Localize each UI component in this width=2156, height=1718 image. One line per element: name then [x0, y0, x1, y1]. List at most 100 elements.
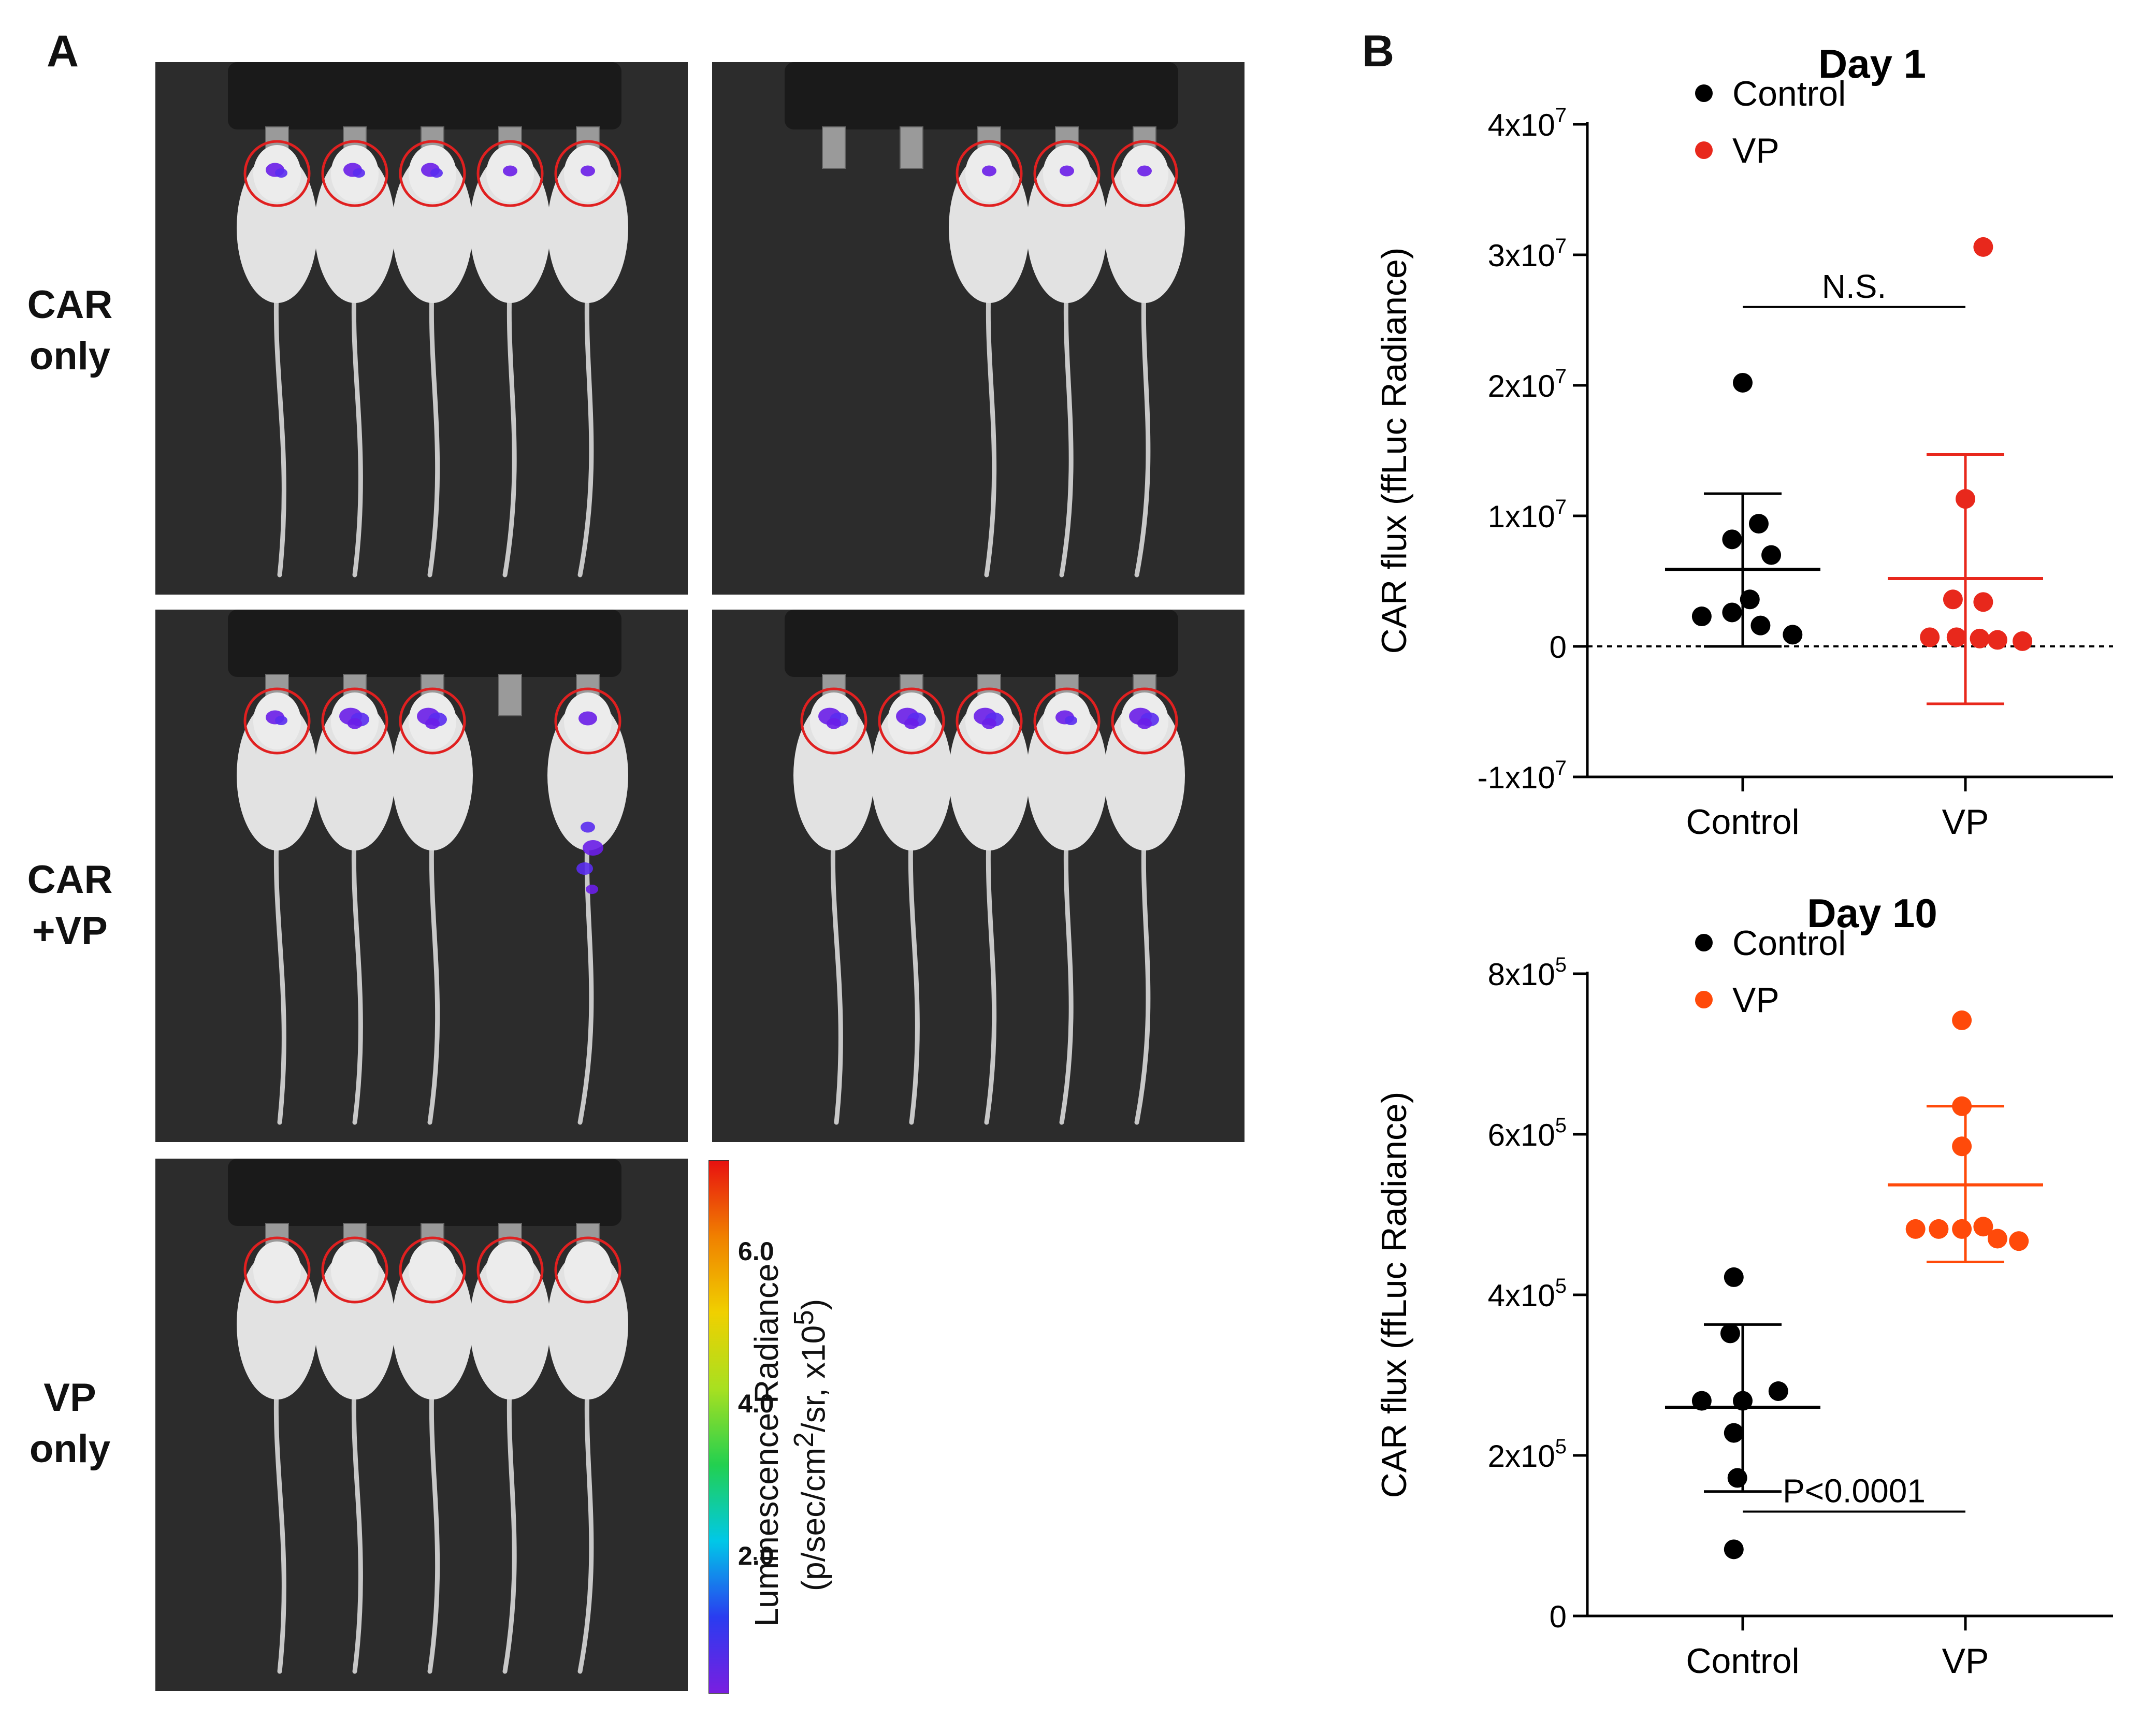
legend-label: VP	[1732, 980, 1779, 1020]
y-tick-label: 1x107	[1488, 496, 1567, 534]
day10-scatter-chart: Day 10 CAR flux (ffLuc Radiance) 8x105 6x10…	[1374, 890, 2113, 1681]
mouse-head	[486, 1241, 534, 1298]
mouse-tail	[577, 277, 594, 578]
mouse-tail	[577, 1374, 594, 1674]
y-axis-label: CAR flux (ffLuc Radiance)	[1374, 1092, 1414, 1498]
y-tick-label: 6x105	[1488, 1114, 1567, 1152]
data-point	[1956, 489, 1975, 509]
luminescence-signal	[348, 718, 362, 729]
legend-marker	[1695, 141, 1713, 159]
luminescence-signal	[1060, 165, 1074, 177]
nose-cone	[900, 126, 923, 169]
y-tick-label: 0	[1550, 630, 1567, 665]
roi-circle	[243, 1236, 311, 1304]
luminescence-signal	[1137, 165, 1152, 177]
imaging-photo-car-only-right	[712, 62, 1245, 595]
roi-circle	[878, 687, 945, 755]
data-point	[1973, 592, 1993, 612]
luminescence-signal	[430, 168, 443, 178]
data-point	[1987, 1229, 2007, 1249]
mouse-head	[409, 1241, 456, 1298]
imaging-photo-car-vp-right	[712, 610, 1245, 1142]
legend-label: Control	[1732, 74, 1846, 113]
mouse-tail	[351, 277, 363, 578]
row-label-line1: CAR	[27, 858, 113, 902]
nose-cone-manifold	[785, 62, 1178, 129]
colorbar-tick-label: 6.0	[738, 1236, 774, 1266]
mouse-head	[331, 1241, 379, 1298]
roi-circle	[956, 687, 1023, 755]
mouse-tail	[427, 277, 440, 578]
imaging-photo-vp-only	[155, 1159, 688, 1691]
y-axis-label: CAR flux (ffLuc Radiance)	[1374, 248, 1414, 654]
data-point	[1952, 1010, 1972, 1030]
colorbar-tick-label: 4.0	[738, 1389, 774, 1418]
row-label-line1: VP	[44, 1376, 96, 1420]
luminescence-signal	[904, 718, 919, 729]
data-point	[1987, 630, 2007, 650]
data-point	[1750, 615, 1771, 636]
nose-cone-manifold	[228, 610, 621, 677]
luminescence-signal	[275, 168, 287, 178]
imaging-photo-car-only-left	[155, 62, 688, 595]
data-point	[1973, 237, 1993, 257]
roi-circle	[243, 140, 311, 207]
mouse-tail	[351, 1374, 363, 1674]
roi-circle	[554, 140, 621, 207]
mouse-body	[237, 1249, 317, 1399]
y-tick-label: 2x107	[1488, 365, 1567, 403]
luminescence-signal	[581, 821, 595, 833]
y-tick-label: 8x105	[1488, 954, 1567, 992]
row-label-line2: +VP	[32, 908, 108, 953]
roi-circle	[321, 140, 388, 207]
data-point	[1724, 1267, 1744, 1287]
data-point	[2013, 631, 2033, 651]
nose-cone-manifold	[785, 610, 1178, 677]
mouse-body	[470, 1249, 551, 1399]
mouse-tail	[1059, 277, 1074, 578]
mouse-body	[1104, 153, 1185, 303]
mouse-body	[1026, 153, 1107, 303]
data-point	[1724, 1539, 1744, 1560]
row-label-line1: CAR	[27, 283, 113, 327]
x-tick-label: Control	[1686, 1641, 1799, 1681]
mouse-body	[314, 1249, 395, 1399]
data-point	[1727, 1468, 1747, 1488]
luminescence-signal	[982, 165, 996, 177]
row-label-car-only: CAR only	[3, 280, 137, 382]
roi-circle	[399, 687, 466, 755]
data-point	[1952, 1096, 1972, 1116]
data-point	[1748, 514, 1769, 534]
mouse-body	[237, 700, 317, 850]
data-point	[1970, 628, 1990, 648]
roi-circle	[399, 1236, 466, 1304]
roi-circle	[956, 140, 1023, 207]
roi-circle	[1111, 687, 1178, 755]
y-tick-label: 4x107	[1488, 104, 1567, 142]
mouse-head	[564, 1241, 612, 1298]
data-point	[2009, 1231, 2029, 1251]
roi-circle	[554, 687, 621, 755]
colorbar-title-line1: Luminescence Radiance	[748, 1263, 785, 1627]
data-point	[1952, 1136, 1972, 1157]
data-point	[1733, 1391, 1753, 1411]
mouse-body	[547, 1249, 628, 1399]
significance-label: P<0.0001	[1783, 1472, 1926, 1510]
roi-circle	[476, 1236, 544, 1304]
mouse-tail	[1059, 825, 1074, 1125]
luminescence-signal	[578, 711, 597, 726]
data-point	[1952, 1219, 1972, 1239]
mouse-tail	[427, 1374, 440, 1674]
data-point	[1783, 625, 1803, 645]
luminescence-signal	[827, 718, 841, 729]
data-point	[1722, 602, 1742, 623]
mouse-tail	[273, 1374, 286, 1674]
mouse-tail	[502, 277, 517, 578]
row-label-vp-only: VP only	[3, 1373, 137, 1475]
nose-cone-manifold	[228, 1159, 621, 1226]
data-point	[1920, 627, 1940, 647]
roi-circle	[243, 687, 311, 755]
mouse-body	[392, 700, 473, 850]
data-point	[1691, 1391, 1712, 1411]
mouse-body	[547, 153, 628, 303]
